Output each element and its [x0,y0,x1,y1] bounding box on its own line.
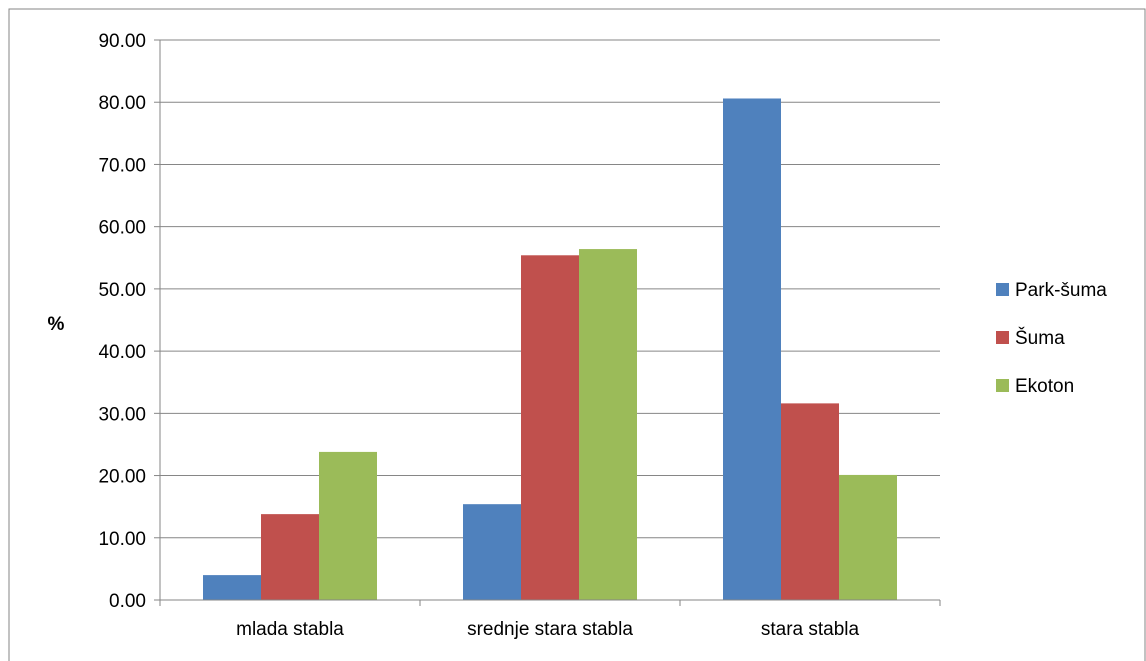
bar-3-1 [319,451,377,600]
bars [203,98,897,601]
y-tick-label: 0.00 [109,591,146,612]
bar-2-2 [521,255,579,601]
legend-label: Park-šuma [1015,280,1107,301]
axes [154,39,941,606]
bar-3-3 [839,474,897,600]
bar-2-3 [781,403,839,600]
y-tick-label: 10.00 [98,529,146,550]
legend-swatch [996,283,1009,296]
legend-label: Šuma [1015,327,1065,349]
bar-3-2 [579,249,637,601]
x-tick-label: mlada stabla [236,619,344,640]
bar-1-2 [463,504,521,600]
y-tick-label: 90.00 [98,31,146,52]
y-tick-label: 40.00 [98,342,146,363]
y-tick-label: 30.00 [98,404,146,425]
legend-swatch [996,379,1009,392]
bar-1-1 [203,575,261,600]
x-tick-labels: mlada stabla srednje stara stabla stara st… [236,619,859,640]
y-axis-title: % [48,314,65,335]
legend: Park-šuma Šuma Ekoton [996,280,1107,397]
y-tick-label: 70.00 [98,155,146,176]
legend-swatch [996,331,1009,344]
x-tick-label: srednje stara stabla [467,619,633,640]
y-tick-label: 20.00 [98,467,146,488]
y-tick-label: 60.00 [98,218,146,239]
y-tick-label: 50.00 [98,280,146,301]
y-tick-labels: 0.00 10.00 20.00 30.00 40.00 50.00 60.00 70.00 8… [98,31,146,612]
legend-label: Ekoton [1015,376,1074,397]
x-tick-label: stara stabla [761,619,860,640]
y-tick-label: 80.00 [98,93,146,114]
bar-1-3 [723,98,781,600]
bar-2-1 [261,514,319,600]
